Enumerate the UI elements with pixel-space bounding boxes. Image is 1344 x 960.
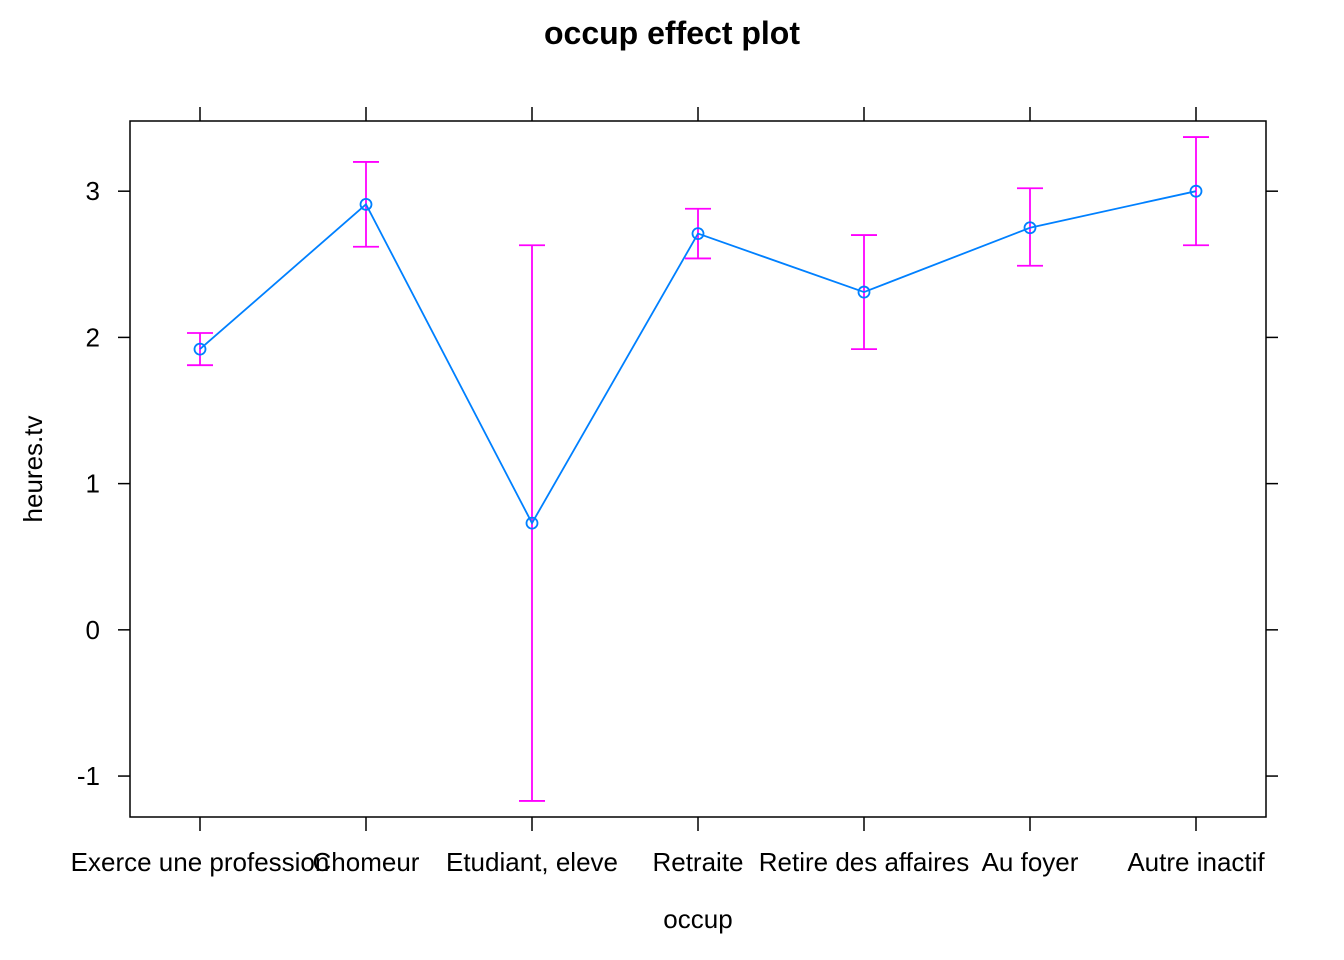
data-point [525,516,539,530]
data-point [691,227,705,240]
x-tick-label: Etudiant, eleve [446,847,618,877]
x-tick-label: Retire des affaires [759,847,970,877]
y-tick-label: 3 [86,176,100,206]
x-tick-label: Retraite [652,847,743,877]
y-tick-label: -1 [77,761,100,791]
series-line [199,190,1197,525]
y-axis: -1 0 1 2 3 [77,176,1278,791]
y-tick-label: 1 [86,469,100,499]
data-point [1023,221,1037,235]
data-point [193,342,207,356]
data-point [857,285,871,299]
chart-title: occup effect plot [544,15,800,51]
y-axis-label: heures.tv [18,416,48,523]
x-axis-label: occup [663,904,732,934]
y-tick-label: 2 [86,322,100,352]
data-point [1189,184,1203,198]
plot-layer [187,136,1209,802]
y-tick-label: 0 [86,615,100,645]
data-point [359,197,373,211]
x-tick-label: Chomeur [313,847,420,877]
x-tick-label: Autre inactif [1127,847,1265,877]
x-tick-label: Au foyer [982,847,1079,877]
x-tick-label: Exerce une profession [71,847,330,877]
